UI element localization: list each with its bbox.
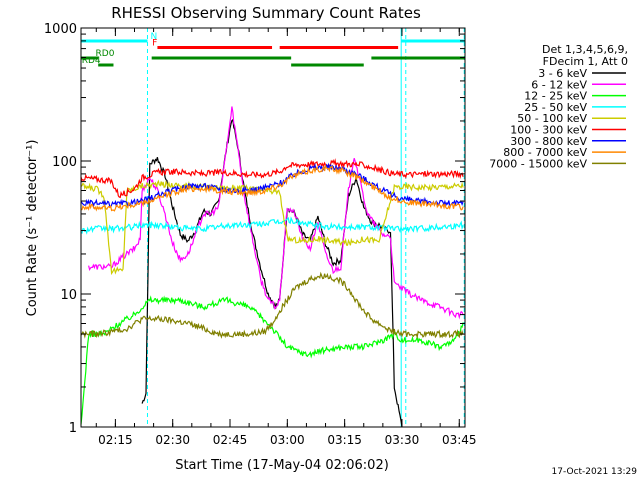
x-tick-label: 02:15 — [98, 433, 133, 447]
y-tick-label: 1000 — [44, 22, 77, 37]
x-tick-label: 03:45 — [442, 433, 477, 447]
x-tick-label: 03:00 — [270, 433, 305, 447]
x-tick-label: 03:15 — [327, 433, 362, 447]
x-tick-label: 02:30 — [155, 433, 190, 447]
timestamp: 17-Oct-2021 13:29 — [552, 467, 638, 477]
y-axis-ticks: 1 10 100 1000 — [44, 22, 465, 436]
series-50-100-kev — [80, 179, 464, 276]
x-axis-ticks: 02:15 02:30 02:45 03:00 03:15 03:30 03:45 — [95, 28, 477, 447]
y-axis-label: Count Rate (s⁻¹ detector⁻¹) — [25, 140, 40, 317]
x-tick-label: 02:45 — [213, 433, 248, 447]
series-6-12-kev — [88, 106, 464, 320]
legend-label-800-7000-kev: 800 - 7000 keV — [503, 146, 587, 159]
legend-label-7000-15000-kev: 7000 - 15000 keV — [489, 157, 587, 170]
y-tick-label: 1 — [69, 421, 77, 436]
x-axis-label: Start Time (17-May-04 02:06:02) — [175, 458, 389, 473]
legend-label-50-100-kev: 50 - 100 keV — [517, 112, 587, 125]
series-25-50-kev — [80, 216, 464, 235]
legend-header-line-1: Det 1,3,4,5,6,9, — [542, 43, 628, 56]
legend-label-12-25-kev: 12 - 25 keV — [524, 90, 587, 103]
plot-frame — [80, 27, 466, 428]
legend-label-3-6-kev: 3 - 6 keV — [538, 67, 587, 80]
flag-label-f: F — [152, 39, 157, 49]
legend-label-100-300-kev: 100 - 300 keV — [510, 124, 587, 137]
series-3-6-kev — [141, 118, 403, 428]
series-300-800-kev — [80, 162, 464, 209]
flag-label-rd4: RD4 — [82, 56, 101, 66]
x-tick-label: 03:30 — [385, 433, 420, 447]
series-100-300-kev — [80, 158, 464, 199]
legend: Det 1,3,4,5,6,9, FDecim 1, Att 0 3 - 6 k… — [489, 43, 628, 170]
series-800-7000-kev — [80, 164, 464, 212]
legend-label-25-50-kev: 25 - 50 keV — [524, 101, 587, 114]
series-7000-15000-kev — [80, 271, 464, 340]
flag-label-n: N — [151, 32, 158, 42]
flag-label-rd0: RD0 — [96, 49, 115, 59]
y-tick-label: 100 — [52, 155, 77, 170]
series-lines — [80, 106, 464, 428]
chart-title: RHESSI Observing Summary Count Rates — [111, 4, 421, 22]
y-tick-label: 10 — [60, 288, 77, 303]
legend-label-6-12-kev: 6 - 12 keV — [531, 78, 587, 91]
legend-header-line-2: FDecim 1, Att 0 — [543, 55, 628, 68]
legend-label-300-800-kev: 300 - 800 keV — [510, 135, 587, 148]
